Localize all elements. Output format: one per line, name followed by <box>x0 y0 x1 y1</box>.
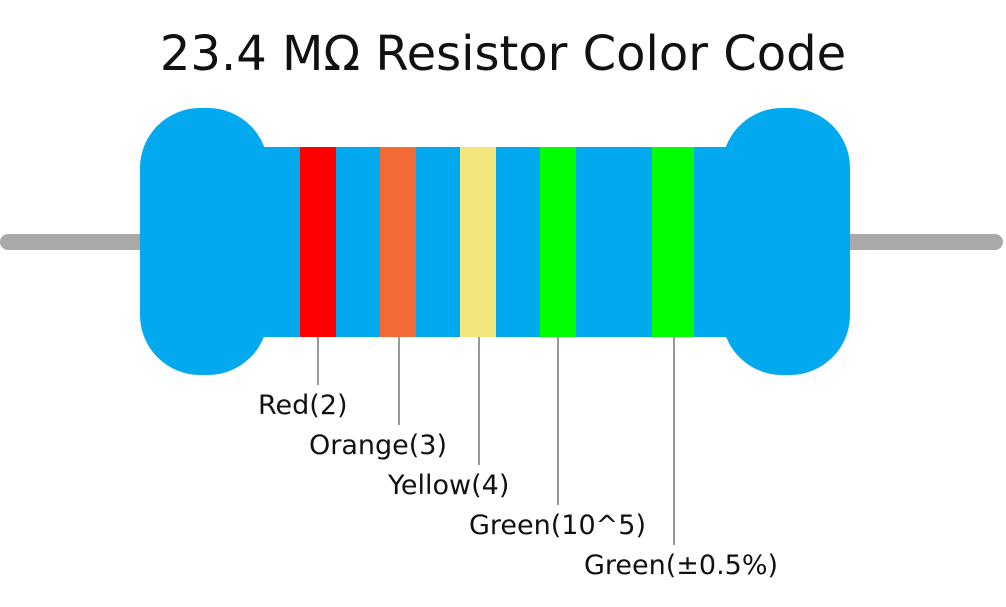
band-3-label: Yellow(4) <box>387 470 509 501</box>
band-4-label: Green(10^5) <box>469 510 646 541</box>
band-labels: Red(2) Orange(3) Yellow(4) Green(10^5) Green… <box>258 390 778 581</box>
leader-lines <box>317 337 675 545</box>
band-3 <box>460 147 496 337</box>
color-bands <box>300 147 694 337</box>
band-2-label: Orange(3) <box>309 430 447 461</box>
band-1-label: Red(2) <box>258 390 348 421</box>
right-end-cap <box>722 108 850 375</box>
band-2 <box>380 147 416 337</box>
band-5-label: Green(±0.5%) <box>584 550 778 581</box>
band-5 <box>652 147 694 337</box>
band-1 <box>300 147 336 337</box>
band-4 <box>540 147 576 337</box>
diagram-title: 23.4 MΩ Resistor Color Code <box>159 26 847 82</box>
